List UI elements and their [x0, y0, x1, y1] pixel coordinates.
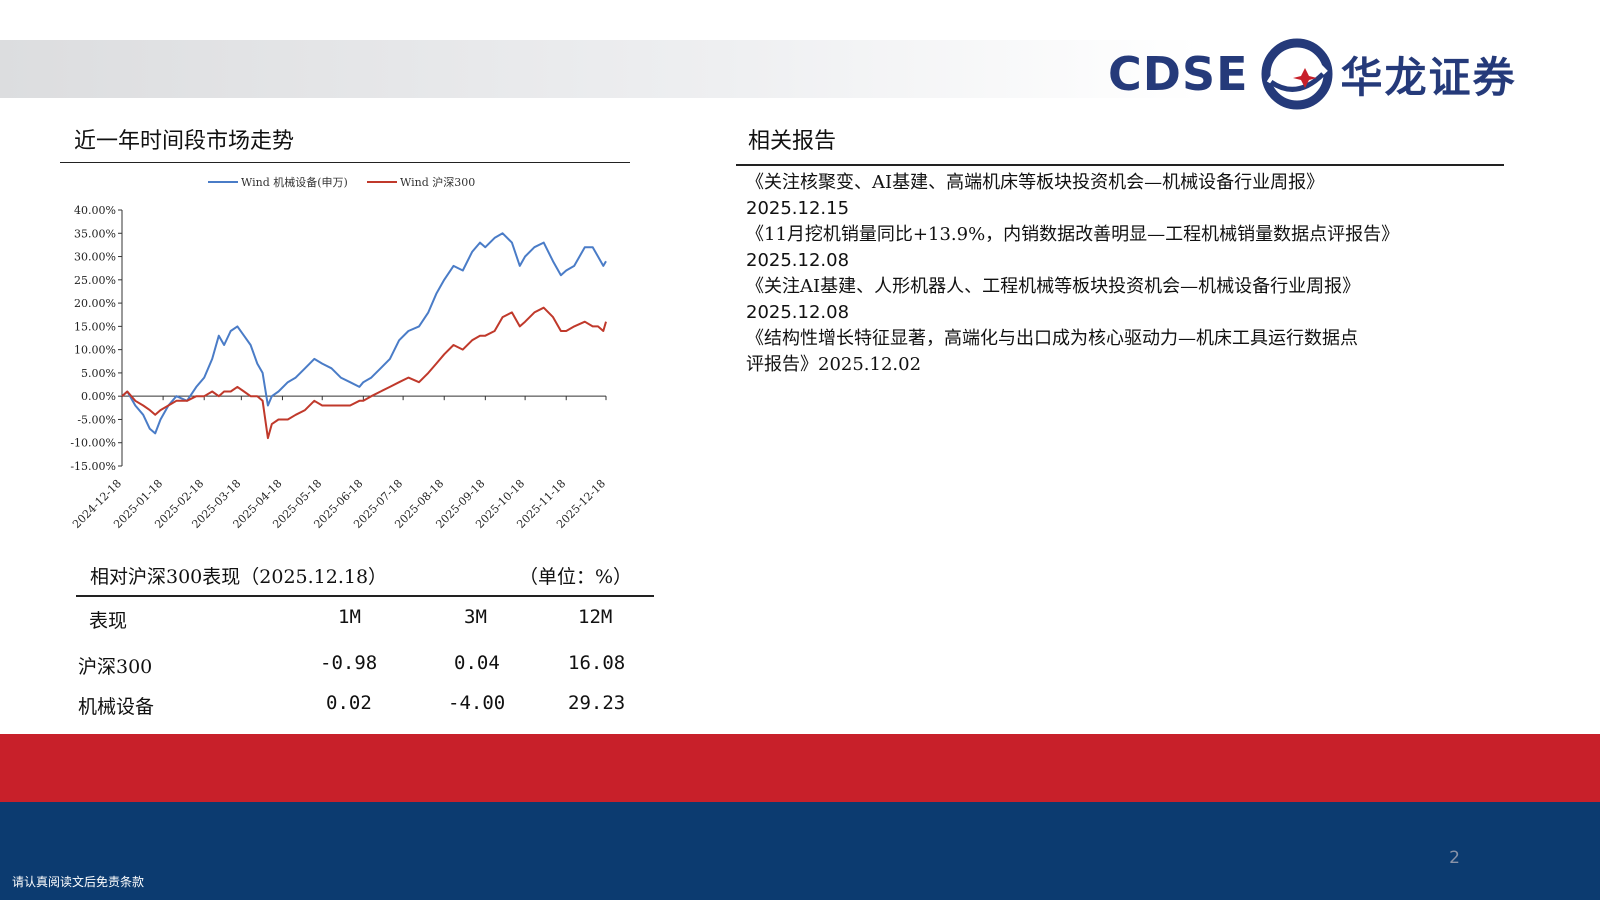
hs300-1m: -0.98: [320, 652, 378, 674]
report-date: 2025.12.08: [746, 302, 850, 323]
logo-emblem-icon: [1261, 38, 1332, 110]
performance-unit: （单位：%）: [518, 566, 632, 588]
y-tick-label: 5.00%: [81, 367, 116, 380]
y-tick-label: 35.00%: [74, 227, 116, 240]
report-title[interactable]: 《结构性增长特征显著，高端化与出口成为核心驱动力—机床工具运行数据点: [746, 328, 1358, 349]
y-tick-label: -15.00%: [70, 460, 116, 473]
related-reports-title: 相关报告: [748, 129, 837, 154]
footer-red-band: [0, 734, 1600, 802]
report-date: 2025.12.15: [746, 198, 850, 219]
hs300-12m: 16.08: [568, 652, 626, 674]
col-header-1m: 1M: [338, 606, 361, 628]
disclaimer-link[interactable]: 请认真阅读文后免责条款: [12, 875, 145, 889]
y-tick-label: -5.00%: [77, 413, 116, 426]
chart-series-group: [121, 232, 607, 440]
y-tick-label: -10.00%: [70, 437, 116, 450]
y-tick-label: 40.00%: [74, 204, 116, 217]
series-line-0: [121, 232, 607, 435]
footer-blue-band: [0, 802, 1600, 900]
report-date: 2025.12.08: [746, 250, 850, 271]
y-axis: 40.00% 35.00% 30.00% 25.00% 20.00% 15.00% 10.0…: [70, 204, 123, 473]
related-reports-rule: [736, 164, 1504, 166]
performance-header-label: 表现: [89, 610, 128, 632]
legend-label-0: Wind 机械设备(申万): [241, 175, 348, 189]
row-label-machinery: 机械设备: [78, 696, 155, 718]
performance-rule: [76, 595, 654, 597]
y-tick-label: 25.00%: [74, 274, 116, 287]
performance-title: 相对沪深300表现（2025.12.18）: [90, 566, 388, 588]
legend-label-1: Wind 沪深300: [400, 175, 475, 189]
y-tick-label: 20.00%: [74, 297, 116, 310]
logo-latin-text: CDSE: [1108, 47, 1249, 101]
report-title[interactable]: 《关注AI基建、人形机器人、工程机械等板块投资机会—机械设备行业周报》: [746, 276, 1361, 297]
series-line-1: [121, 306, 607, 440]
row-label-hs300: 沪深300: [78, 656, 153, 678]
x-axis: 2024-12-182025-01-182025-02-182025-03-18…: [70, 395, 608, 531]
chart-legend: Wind 机械设备(申万) Wind 沪深300: [208, 175, 475, 189]
company-logo: CDSE 华龙证券: [1108, 38, 1517, 110]
page-number: 2: [1449, 848, 1460, 868]
logo-chinese-text: 华龙证券: [1340, 52, 1517, 102]
machinery-3m: -4.00: [448, 692, 506, 714]
related-reports-list: 《关注核聚变、AI基建、高端机床等板块投资机会—机械设备行业周报》 2025.1…: [746, 170, 1506, 378]
machinery-12m: 29.23: [568, 692, 626, 714]
report-title[interactable]: 《11月挖机销量同比+13.9%，内销数据改善明显—工程机械销量数据点评报告》: [746, 224, 1400, 245]
y-tick-label: 15.00%: [74, 320, 116, 333]
machinery-1m: 0.02: [326, 692, 372, 714]
market-trend-title: 近一年时间段市场走势: [74, 129, 295, 154]
col-header-12m: 12M: [578, 606, 613, 628]
y-tick-label: 10.00%: [74, 344, 116, 357]
col-header-3m: 3M: [464, 606, 487, 628]
report-title-continued[interactable]: 评报告》2025.12.02: [746, 354, 922, 375]
market-trend-rule: [60, 162, 630, 163]
y-tick-label: 0.00%: [81, 390, 116, 403]
y-tick-label: 30.00%: [74, 251, 116, 264]
report-title[interactable]: 《关注核聚变、AI基建、高端机床等板块投资机会—机械设备行业周报》: [746, 172, 1325, 193]
header-band: [0, 40, 1600, 98]
market-trend-chart: Wind 机械设备(申万) Wind 沪深300 40.00% 35.00% 30.0…: [70, 175, 608, 531]
hs300-3m: 0.04: [454, 652, 500, 674]
